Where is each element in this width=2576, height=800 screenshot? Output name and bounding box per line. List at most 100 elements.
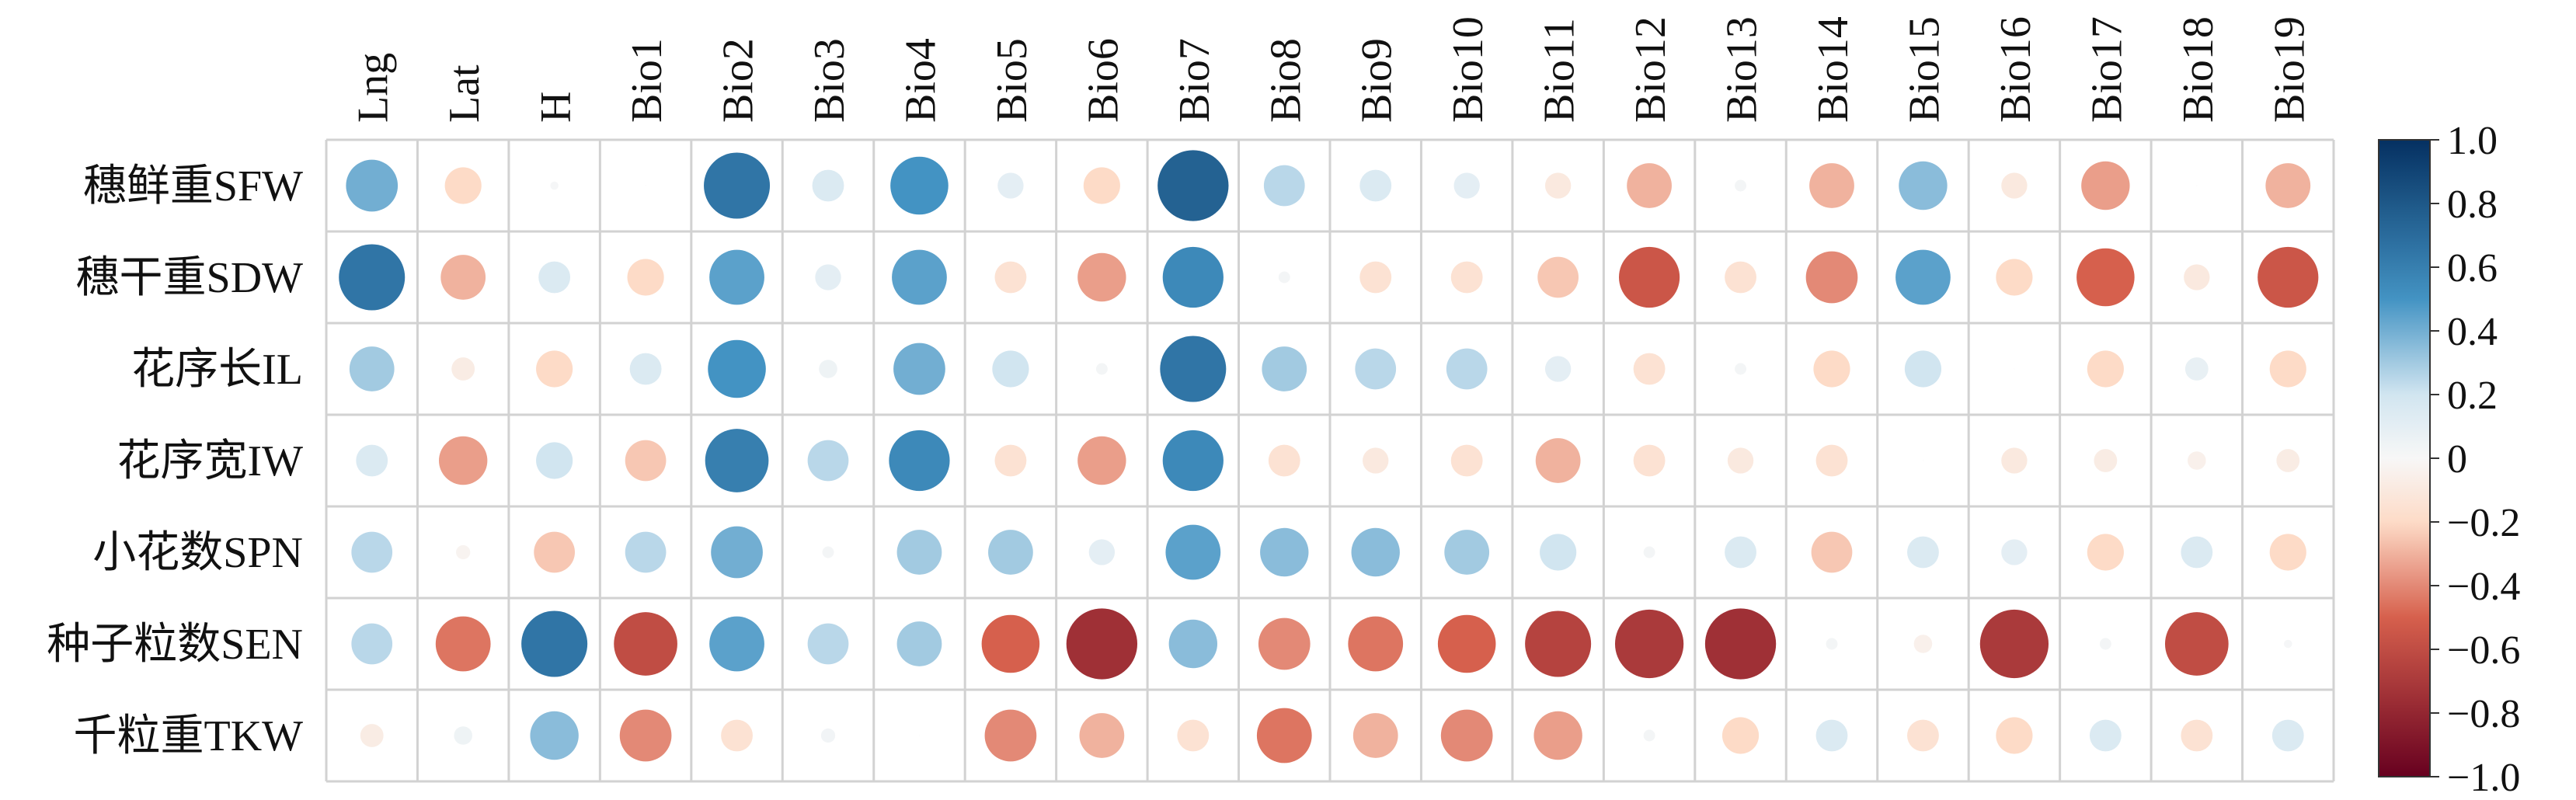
correlation-dot	[1627, 163, 1672, 208]
correlation-dot	[2164, 612, 2229, 676]
correlation-dot	[896, 621, 942, 666]
correlation-dot	[1157, 150, 1229, 221]
column-label: Lng	[350, 53, 398, 123]
correlation-dot	[2181, 536, 2213, 569]
correlation-dot	[1813, 350, 1850, 388]
colorbar-tick-label: 0.2	[2447, 374, 2498, 418]
correlation-dot	[444, 167, 482, 204]
correlation-dot	[1077, 252, 1126, 302]
correlation-dot	[2257, 246, 2319, 308]
column-label: Bio4	[896, 38, 945, 123]
correlation-dot	[2001, 447, 2028, 474]
correlation-dot	[1095, 363, 1108, 375]
correlation-dot	[1256, 708, 1312, 763]
column-label: Bio10	[1444, 16, 1492, 123]
correlation-dot	[1544, 172, 1572, 199]
correlation-dot	[1725, 261, 1756, 294]
correlation-dot	[705, 429, 769, 492]
correlation-dot	[984, 709, 1037, 762]
correlation-dot	[2269, 350, 2306, 388]
correlation-dot	[1735, 363, 1747, 375]
correlation-dot	[1066, 608, 1138, 680]
correlation-dot	[346, 159, 399, 212]
correlation-dot	[1633, 444, 1666, 477]
correlation-dot	[625, 531, 667, 573]
correlation-dot	[1727, 447, 1754, 474]
correlation-dot	[351, 623, 393, 665]
correlation-dot	[1904, 350, 1942, 388]
correlation-dot	[2089, 719, 2122, 752]
correlation-dot	[1633, 353, 1666, 385]
correlation-dot	[435, 616, 491, 672]
correlation-dot	[704, 152, 771, 219]
correlation-dot	[2076, 248, 2135, 307]
correlation-dot	[2001, 539, 2028, 565]
correlation-dot	[1721, 717, 1760, 754]
correlation-dot	[1996, 259, 2033, 296]
correlation-dot	[1895, 249, 1951, 305]
correlation-dot	[1815, 719, 1848, 752]
correlation-dot	[534, 531, 575, 573]
correlation-dot	[1535, 438, 1581, 483]
correlation-dot	[1162, 246, 1224, 308]
correlation-dot	[2181, 719, 2213, 752]
correlation-dot	[614, 612, 677, 676]
column-label: Bio13	[1718, 16, 1767, 123]
correlation-dot	[351, 531, 393, 573]
correlation-dot	[890, 156, 949, 215]
correlation-dot	[521, 610, 588, 677]
correlation-dot	[1907, 536, 1939, 569]
correlation-dot	[1979, 609, 2049, 679]
correlation-dot	[1160, 336, 1227, 402]
correlation-dot	[1735, 179, 1747, 192]
colorbar: 1.0 0.8 0.6 0.4 0.2 0 −0.2 −0.4 −0.6 −0.8 −1.0	[2378, 119, 2520, 800]
row-label: 千粒重TKW	[73, 712, 303, 760]
correlation-dot	[820, 728, 836, 743]
correlation-dot	[892, 249, 947, 305]
correlation-dot	[356, 444, 388, 477]
correlation-dot	[2269, 534, 2306, 571]
column-label: Lat	[440, 64, 489, 123]
correlation-dot	[629, 353, 662, 385]
colorbar-tick-label: 0	[2447, 437, 2467, 482]
correlation-dot	[1614, 609, 1684, 679]
row-label: 种子粒数SEN	[47, 621, 303, 669]
correlation-dot	[2284, 639, 2292, 649]
column-label: Bio11	[1536, 18, 1584, 123]
correlation-dot	[627, 259, 664, 296]
correlation-dot	[1079, 713, 1125, 758]
correlation-dot	[981, 614, 1040, 673]
correlation-dot	[992, 350, 1029, 388]
correlation-dot	[1446, 348, 1488, 390]
correlation-dot	[812, 169, 844, 202]
correlation-dot	[1809, 163, 1854, 208]
correlation-dot	[1704, 608, 1777, 680]
column-label: Bio6	[1079, 38, 1127, 123]
column-label: Bio16	[1992, 16, 2040, 123]
correlation-dot	[1088, 539, 1116, 565]
column-label: Bio2	[715, 38, 763, 123]
correlation-dot	[1165, 524, 1221, 580]
correlation-dot	[1444, 530, 1490, 575]
correlation-dot	[1359, 169, 1392, 202]
colorbar-tick-label: −0.8	[2447, 692, 2520, 736]
correlation-dot	[896, 530, 942, 575]
correlation-dot	[2188, 451, 2206, 470]
colorbar-tick-label: 0.6	[2447, 246, 2498, 290]
correlation-circles	[339, 150, 2319, 763]
correlation-dot	[819, 360, 837, 378]
colorbar-tick-label: −0.6	[2447, 628, 2520, 673]
colorbar-tick-label: −1.0	[2447, 756, 2520, 800]
correlation-dot	[1540, 534, 1577, 571]
correlation-dot	[2184, 357, 2209, 381]
correlation-dot	[1077, 436, 1126, 485]
correlation-dot	[1278, 271, 1290, 283]
correlation-dot	[1437, 614, 1496, 673]
correlation-dot	[2265, 163, 2311, 208]
correlation-dot	[994, 261, 1027, 294]
correlation-dot	[1618, 246, 1680, 308]
correlation-dot	[1260, 527, 1309, 577]
correlation-dot	[994, 444, 1027, 477]
column-label: Bio7	[1171, 38, 1219, 123]
correlation-dot	[709, 616, 764, 672]
